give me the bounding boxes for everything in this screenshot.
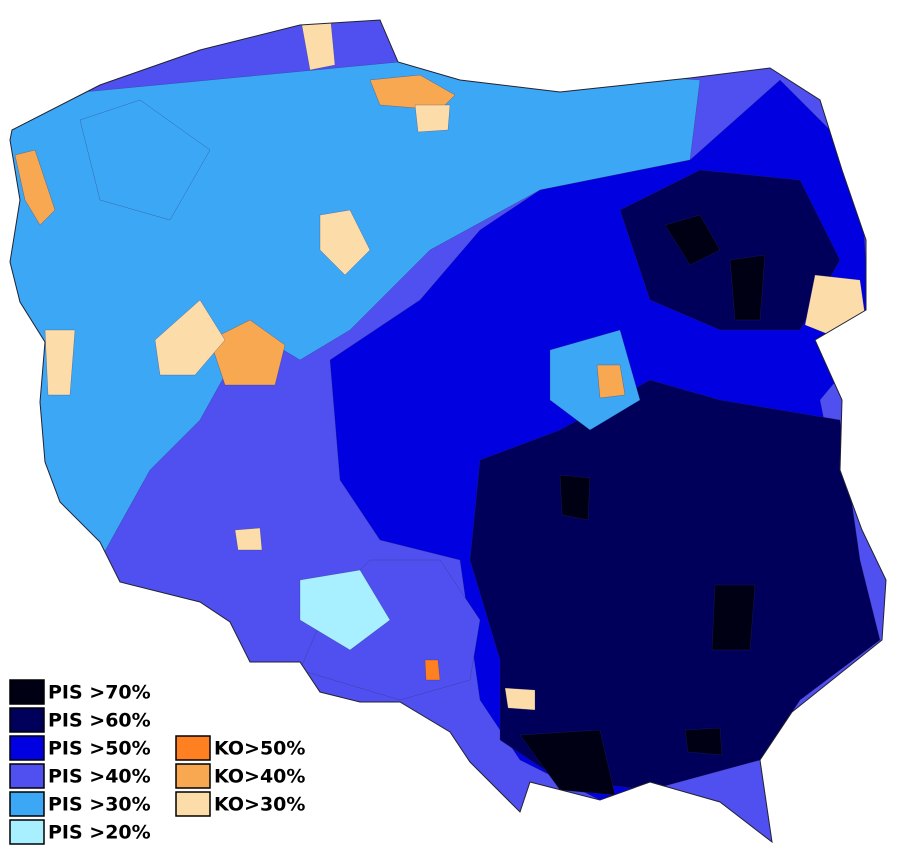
region <box>504 687 536 711</box>
region <box>234 527 263 551</box>
region <box>596 364 626 399</box>
legend: PIS >70% PIS >60% PIS >50% PIS >40% PIS >30%… <box>9 679 305 845</box>
country-border <box>9 19 887 844</box>
legend-label: KO>40% <box>214 766 305 788</box>
region <box>729 254 766 321</box>
legend-swatch <box>9 707 45 733</box>
region <box>414 104 451 133</box>
region <box>549 329 641 431</box>
region <box>299 569 391 651</box>
legend-label: PIS >30% <box>48 794 151 816</box>
legend-swatch <box>9 735 45 761</box>
region <box>369 74 456 111</box>
region <box>664 214 721 266</box>
region <box>44 329 76 396</box>
legend-swatch <box>175 763 211 789</box>
region <box>209 319 286 386</box>
region <box>804 274 866 336</box>
legend-swatch <box>175 735 211 761</box>
legend-swatch <box>9 791 45 817</box>
legend-swatch <box>9 679 45 705</box>
legend-label: PIS >50% <box>48 738 151 760</box>
legend-label: PIS >60% <box>48 710 151 732</box>
legend-swatch <box>175 791 211 817</box>
region <box>424 659 441 681</box>
legend-label: PIS >70% <box>48 682 151 704</box>
region <box>684 727 723 756</box>
region <box>469 379 881 791</box>
region <box>319 209 371 276</box>
region <box>299 20 336 71</box>
legend-label: PIS >20% <box>48 822 151 844</box>
legend-label: KO>30% <box>214 794 305 816</box>
legend-swatch <box>9 819 45 845</box>
region <box>711 584 756 651</box>
legend-label: KO>50% <box>214 738 305 760</box>
legend-swatch <box>9 763 45 789</box>
legend-label: PIS >40% <box>48 766 151 788</box>
region <box>154 299 226 376</box>
region <box>14 149 56 226</box>
region <box>559 474 591 521</box>
region <box>79 99 211 221</box>
